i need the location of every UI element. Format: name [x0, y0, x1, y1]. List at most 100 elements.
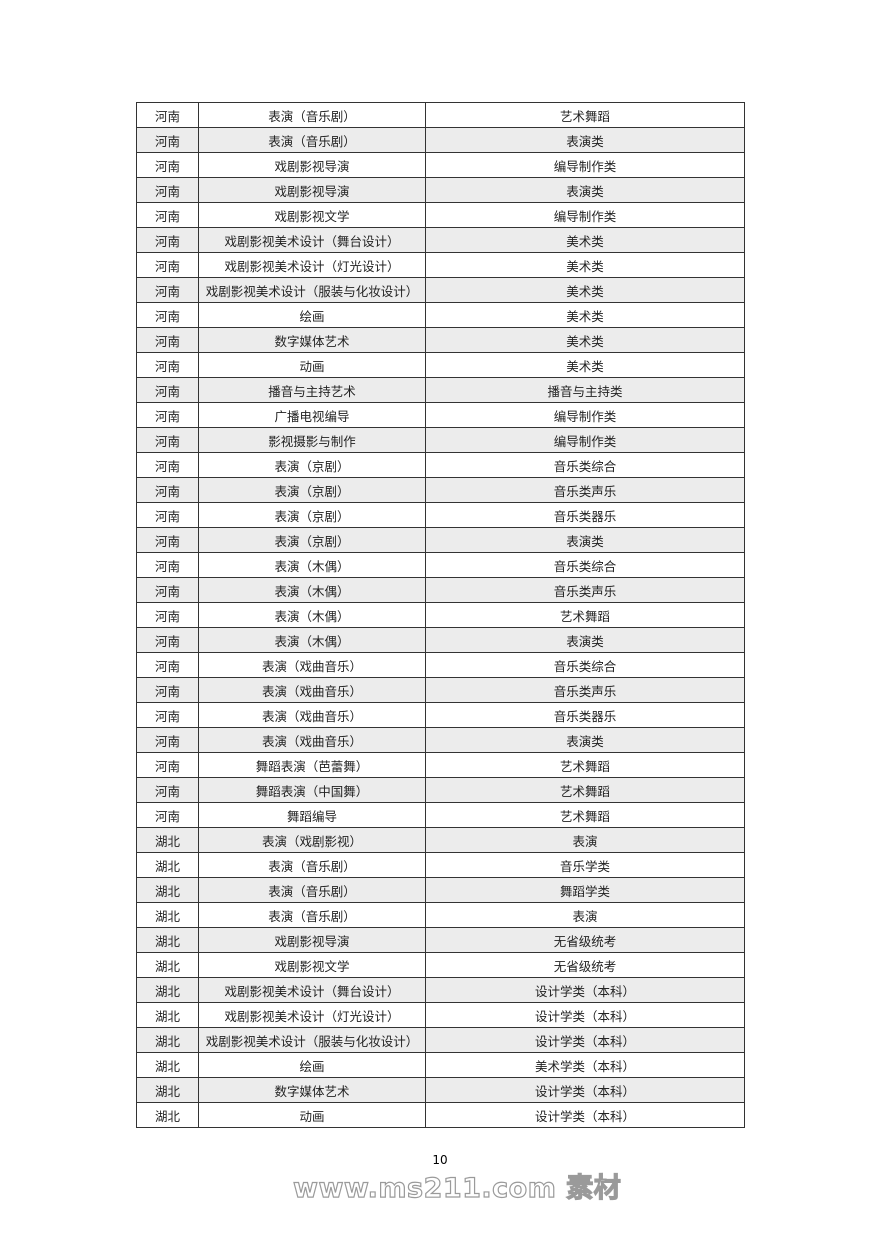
- table-row: 河南 数字媒体艺术 美术类: [136, 327, 745, 353]
- exam-category-cell: 设计学类（本科）: [425, 1002, 745, 1028]
- table-row: 河南 戏剧影视美术设计（服装与化妆设计） 美术类: [136, 277, 745, 303]
- major-category-table: 河南 表演（音乐剧） 艺术舞蹈 河南 表演（音乐剧） 表演类 河南 戏剧影视导演 编导制作类 河南…: [136, 102, 745, 1128]
- exam-category-cell: 音乐类声乐: [425, 577, 745, 603]
- province-cell: 湖北: [136, 1102, 199, 1128]
- province-cell: 河南: [136, 802, 199, 828]
- table-row: 河南 表演（木偶） 表演类: [136, 627, 745, 653]
- exam-category-cell: 表演类: [425, 627, 745, 653]
- province-cell: 河南: [136, 752, 199, 778]
- table-row: 河南 戏剧影视导演 表演类: [136, 177, 745, 203]
- exam-category-cell: 设计学类（本科）: [425, 1077, 745, 1103]
- province-cell: 河南: [136, 627, 199, 653]
- province-cell: 河南: [136, 677, 199, 703]
- major-cell: 戏剧影视美术设计（服装与化妆设计）: [198, 1027, 426, 1053]
- exam-category-cell: 设计学类（本科）: [425, 1102, 745, 1128]
- major-cell: 表演（音乐剧）: [198, 852, 426, 878]
- major-cell: 动画: [198, 1102, 426, 1128]
- major-cell: 表演（京剧）: [198, 452, 426, 478]
- table-row: 河南 表演（京剧） 音乐类声乐: [136, 477, 745, 503]
- table-row: 河南 广播电视编导 编导制作类: [136, 402, 745, 428]
- table-row: 湖北 戏剧影视美术设计（灯光设计） 设计学类（本科）: [136, 1002, 745, 1028]
- province-cell: 河南: [136, 202, 199, 228]
- province-cell: 湖北: [136, 1002, 199, 1028]
- exam-category-cell: 编导制作类: [425, 427, 745, 453]
- table-row: 湖北 表演（戏剧影视） 表演: [136, 827, 745, 853]
- major-cell: 表演（京剧）: [198, 502, 426, 528]
- table-row: 河南 表演（京剧） 音乐类器乐: [136, 502, 745, 528]
- province-cell: 湖北: [136, 977, 199, 1003]
- table-row: 湖北 戏剧影视导演 无省级统考: [136, 927, 745, 953]
- exam-category-cell: 美术类: [425, 277, 745, 303]
- table-row: 湖北 表演（音乐剧） 舞蹈学类: [136, 877, 745, 903]
- province-cell: 河南: [136, 727, 199, 753]
- major-cell: 表演（戏曲音乐）: [198, 652, 426, 678]
- table-row: 河南 表演（戏曲音乐） 音乐类综合: [136, 652, 745, 678]
- province-cell: 河南: [136, 552, 199, 578]
- major-cell: 数字媒体艺术: [198, 1077, 426, 1103]
- province-cell: 河南: [136, 402, 199, 428]
- exam-category-cell: 表演类: [425, 177, 745, 203]
- province-cell: 河南: [136, 527, 199, 553]
- exam-category-cell: 音乐类声乐: [425, 477, 745, 503]
- table-row: 湖北 绘画 美术学类（本科）: [136, 1052, 745, 1078]
- province-cell: 河南: [136, 302, 199, 328]
- table-row: 湖北 戏剧影视文学 无省级统考: [136, 952, 745, 978]
- province-cell: 湖北: [136, 827, 199, 853]
- major-cell: 舞蹈表演（中国舞）: [198, 777, 426, 803]
- province-cell: 湖北: [136, 1027, 199, 1053]
- province-cell: 河南: [136, 177, 199, 203]
- major-cell: 表演（木偶）: [198, 577, 426, 603]
- province-cell: 湖北: [136, 852, 199, 878]
- exam-category-cell: 音乐学类: [425, 852, 745, 878]
- major-cell: 戏剧影视导演: [198, 927, 426, 953]
- province-cell: 河南: [136, 702, 199, 728]
- province-cell: 河南: [136, 577, 199, 603]
- table-row: 河南 表演（京剧） 音乐类综合: [136, 452, 745, 478]
- table-row: 湖北 表演（音乐剧） 音乐学类: [136, 852, 745, 878]
- province-cell: 河南: [136, 127, 199, 153]
- exam-category-cell: 舞蹈学类: [425, 877, 745, 903]
- table-row: 湖北 表演（音乐剧） 表演: [136, 902, 745, 928]
- major-cell: 播音与主持艺术: [198, 377, 426, 403]
- table-row: 河南 播音与主持艺术 播音与主持类: [136, 377, 745, 403]
- province-cell: 湖北: [136, 877, 199, 903]
- exam-category-cell: 无省级统考: [425, 952, 745, 978]
- province-cell: 河南: [136, 327, 199, 353]
- exam-category-cell: 表演类: [425, 727, 745, 753]
- exam-category-cell: 音乐类器乐: [425, 702, 745, 728]
- table-row: 河南 表演（木偶） 音乐类声乐: [136, 577, 745, 603]
- table-row: 河南 舞蹈表演（中国舞） 艺术舞蹈: [136, 777, 745, 803]
- exam-category-cell: 编导制作类: [425, 402, 745, 428]
- exam-category-cell: 编导制作类: [425, 202, 745, 228]
- major-cell: 表演（戏曲音乐）: [198, 702, 426, 728]
- major-cell: 数字媒体艺术: [198, 327, 426, 353]
- major-cell: 表演（木偶）: [198, 627, 426, 653]
- table-row: 河南 影视摄影与制作 编导制作类: [136, 427, 745, 453]
- exam-category-cell: 设计学类（本科）: [425, 977, 745, 1003]
- exam-category-cell: 音乐类综合: [425, 552, 745, 578]
- exam-category-cell: 美术类: [425, 227, 745, 253]
- major-cell: 表演（戏曲音乐）: [198, 677, 426, 703]
- major-cell: 动画: [198, 352, 426, 378]
- major-cell: 舞蹈表演（芭蕾舞）: [198, 752, 426, 778]
- province-cell: 河南: [136, 427, 199, 453]
- major-cell: 戏剧影视导演: [198, 177, 426, 203]
- table-row: 河南 表演（木偶） 音乐类综合: [136, 552, 745, 578]
- major-cell: 表演（木偶）: [198, 552, 426, 578]
- major-cell: 戏剧影视导演: [198, 152, 426, 178]
- province-cell: 湖北: [136, 1052, 199, 1078]
- major-cell: 表演（戏曲音乐）: [198, 727, 426, 753]
- major-cell: 舞蹈编导: [198, 802, 426, 828]
- major-cell: 表演（音乐剧）: [198, 102, 426, 128]
- major-cell: 绘画: [198, 1052, 426, 1078]
- table-row: 河南 表演（音乐剧） 表演类: [136, 127, 745, 153]
- exam-category-cell: 艺术舞蹈: [425, 777, 745, 803]
- table-row: 河南 表演（戏曲音乐） 表演类: [136, 727, 745, 753]
- exam-category-cell: 艺术舞蹈: [425, 802, 745, 828]
- province-cell: 河南: [136, 652, 199, 678]
- exam-category-cell: 表演类: [425, 527, 745, 553]
- page-number: 10: [432, 1153, 448, 1167]
- major-cell: 戏剧影视文学: [198, 952, 426, 978]
- table-row: 河南 表演（戏曲音乐） 音乐类器乐: [136, 702, 745, 728]
- exam-category-cell: 艺术舞蹈: [425, 602, 745, 628]
